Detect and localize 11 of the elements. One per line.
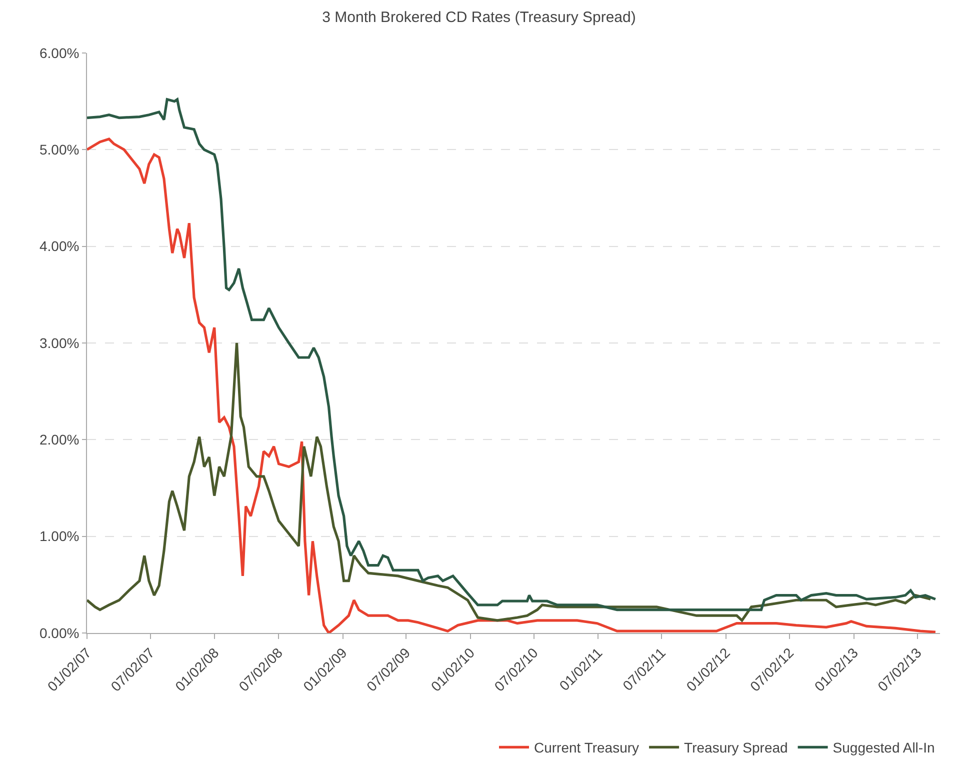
y-tick-label: 2.00%	[39, 432, 80, 448]
y-tick-label: 4.00%	[39, 238, 80, 254]
legend-label: Current Treasury	[534, 740, 640, 756]
chart-title: 3 Month Brokered CD Rates (Treasury Spread)	[322, 9, 636, 26]
y-tick-label: 3.00%	[39, 334, 80, 351]
y-tick-label: 0.00%	[39, 624, 80, 641]
legend-label: Treasury Spread	[684, 740, 788, 756]
y-tick-label: 5.00%	[39, 142, 80, 158]
y-tick-label: 1.00%	[39, 528, 80, 544]
y-tick-label: 6.00%	[39, 44, 80, 61]
legend-label: Suggested All-In	[832, 740, 935, 756]
